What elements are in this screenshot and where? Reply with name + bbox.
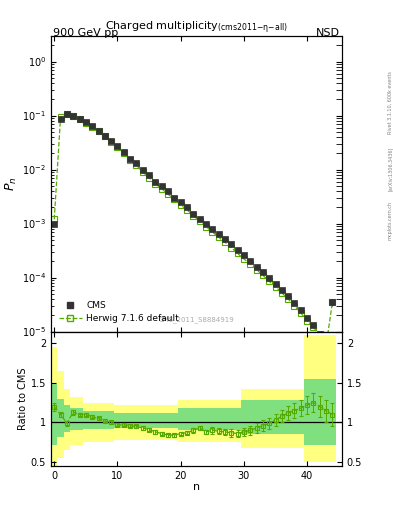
- Y-axis label: $P_n$: $P_n$: [4, 177, 19, 191]
- Legend: CMS, Herwig 7.1.6 default: CMS, Herwig 7.1.6 default: [55, 297, 183, 327]
- Text: NSD: NSD: [316, 28, 340, 38]
- Text: 900 GeV pp: 900 GeV pp: [53, 28, 118, 38]
- Text: [arXiv:1306.3436]: [arXiv:1306.3436]: [388, 147, 393, 191]
- Title: Charged multiplicity$\mathdefault{_{(cms2011{-}\eta{-}all)}}$: Charged multiplicity$\mathdefault{_{(cms…: [105, 19, 288, 36]
- Y-axis label: Ratio to CMS: Ratio to CMS: [18, 368, 28, 430]
- Text: mcplots.cern.ch: mcplots.cern.ch: [388, 201, 393, 240]
- X-axis label: n: n: [193, 482, 200, 492]
- Text: Rivet 3.1.10, 600k events: Rivet 3.1.10, 600k events: [388, 71, 393, 134]
- Text: CMS_2011_S8884919: CMS_2011_S8884919: [159, 316, 234, 323]
